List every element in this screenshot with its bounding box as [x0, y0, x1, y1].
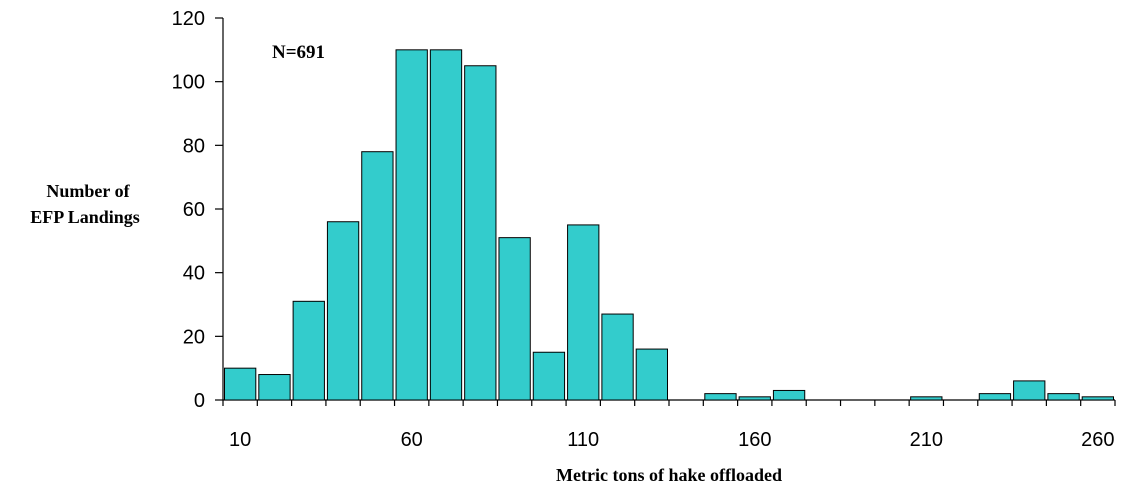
bars	[224, 49, 1114, 401]
histogram-bar	[910, 396, 943, 401]
y-tick-label: 20	[183, 326, 205, 348]
histogram-bar	[224, 367, 257, 401]
y-axis-title-line-2: EFP Landings	[30, 207, 140, 227]
histogram-bar	[361, 151, 394, 401]
histogram-bar	[1047, 393, 1080, 401]
x-ticks: 10 60 110 160 210 260	[222, 400, 1116, 451]
histogram-bar	[464, 65, 497, 401]
histogram-bar	[978, 393, 1012, 401]
y-axis: 0 20 40 60 80 100 120	[172, 8, 224, 412]
histogram-bar	[738, 396, 771, 401]
y-tick-label: 100	[172, 72, 205, 94]
histogram-bar	[1081, 396, 1114, 401]
histogram-bar	[498, 237, 531, 401]
x-axis: 10 60 110 160 210 260	[222, 399, 1116, 451]
y-tick-label: 80	[183, 135, 205, 157]
y-tick-label: 0	[194, 390, 205, 412]
x-tick-label: 160	[738, 429, 771, 451]
histogram-bar	[601, 313, 634, 401]
histogram-bar	[395, 49, 428, 401]
y-tick-label: 40	[183, 263, 205, 285]
histogram-bar	[532, 351, 566, 401]
histogram-bar	[326, 221, 360, 401]
y-tick-label: 120	[172, 8, 205, 30]
histogram-bar	[292, 300, 325, 401]
x-tick-label: 10	[229, 429, 251, 451]
histogram-bar	[1013, 380, 1046, 401]
histogram-bar	[635, 348, 669, 401]
x-tick-label: 60	[401, 429, 423, 451]
histogram-bar	[704, 393, 737, 401]
x-axis-title: Metric tons of hake offloaded	[556, 465, 782, 485]
histogram-bar	[567, 224, 600, 401]
y-tick-label: 60	[183, 199, 205, 221]
histogram-bar	[429, 49, 463, 401]
histogram-bar	[258, 374, 291, 401]
x-tick-label: 210	[910, 429, 943, 451]
histogram-bar	[772, 389, 806, 401]
x-tick-label: 110	[567, 429, 599, 451]
sample-size-annotation: N=691	[272, 42, 325, 63]
x-tick-label: 260	[1081, 429, 1114, 451]
y-ticks: 0 20 40 60 80 100 120	[172, 8, 223, 412]
y-axis-title-line-1: Number of	[46, 181, 130, 201]
